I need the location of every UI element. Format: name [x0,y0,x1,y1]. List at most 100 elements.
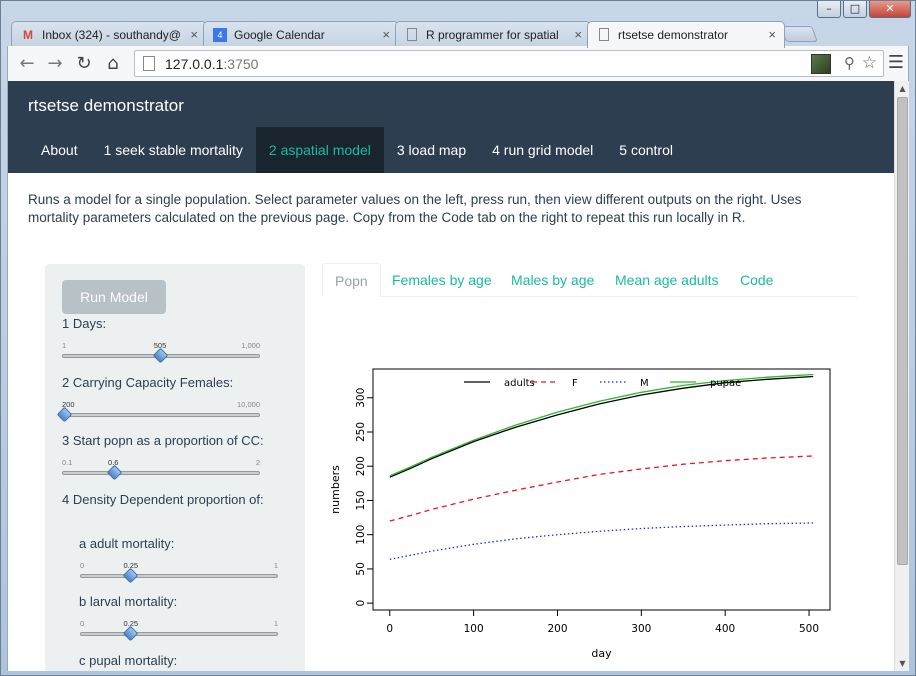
tab-popn[interactable]: Popn [322,263,381,297]
bookmark-star-icon[interactable]: ☆ [861,53,877,73]
slider-min: 0.1 [62,458,73,467]
slider-track[interactable] [62,413,260,417]
forward-arrow-icon[interactable]: → [47,53,63,74]
tab-females-by-age[interactable]: Females by age [392,272,492,288]
tab-males-by-age[interactable]: Males by age [511,272,595,288]
slider-value: 200 [62,400,75,409]
y-tick-label: 50 [355,562,367,575]
maximize-button[interactable]: □ [843,1,867,18]
nav-control[interactable]: 5 control [619,142,673,158]
capacity-slider[interactable]: 200 10,000 [56,400,260,426]
adult-mortality-slider[interactable]: 0 0.25 1 [80,561,278,587]
x-tick-label: 400 [715,623,735,635]
nav-run-grid-model[interactable]: 4 run grid model [492,142,594,158]
reload-icon[interactable]: ↻ [76,53,92,74]
slider-min: 0 [80,619,85,628]
pupal-mortality-label: c pupal mortality: [79,653,178,668]
output-tabs: Popn Females by age Males by age Mean ag… [322,263,857,297]
close-tab-icon[interactable]: × [574,27,582,42]
series-line-adults [389,375,814,478]
slider-max: 10,000 [237,400,260,409]
adult-mortality-label: a adult mortality: [79,536,175,551]
intro-text: Runs a model for a single population. Se… [28,192,802,225]
browser-tabstrip: M Inbox (324) - southandy@ × 4 Google Ca… [11,21,831,48]
back-arrow-icon[interactable]: ← [19,53,35,74]
larval-mortality-slider[interactable]: 0 0.25 1 [80,619,278,645]
slider-max: 1 [273,561,278,570]
app-brand[interactable]: rtsetse demonstrator [28,96,184,115]
url-text: 127.0.0.1:3750 [165,56,259,72]
series-line-f [389,455,814,522]
nav-aspatial-model[interactable]: 2 aspatial model [255,127,384,173]
start-popn-label: 3 Start popn as a proportion of CC: [62,433,264,448]
tab-label: R programmer for spatial [426,28,559,42]
gmail-icon: M [23,28,33,42]
slider-track[interactable] [80,632,278,636]
y-tick-label: 250 [355,422,367,442]
start-popn-slider[interactable]: 0.1 0.6 2 [62,458,260,484]
new-tab-button[interactable] [780,26,818,42]
home-icon[interactable]: ⌂ [107,53,119,74]
browser-tab-rtsetse[interactable]: rtsetse demonstrator × [587,21,785,48]
window-controls: – □ ✕ [817,1,911,18]
x-tick-label: 200 [547,623,567,635]
tab-mean-age-adults[interactable]: Mean age adults [615,272,719,288]
slider-handle[interactable] [152,347,169,364]
extension-icon[interactable] [811,54,831,74]
legend-label-pupae: pupae [710,378,741,389]
slider-max: 1 [273,619,278,628]
slider-handle[interactable] [122,567,138,584]
browser-tab-gmail[interactable]: M Inbox (324) - southandy@ × [11,21,207,47]
density-dependent-header: 4 Density Dependent proportion of: [62,492,264,507]
address-bar[interactable]: 127.0.0.1:3750 ⚲ ☆ [134,50,884,77]
slider-handle[interactable] [122,625,138,642]
close-tab-icon[interactable]: × [190,27,198,42]
slider-handle[interactable] [56,406,73,423]
slider-value: 0.6 [107,458,119,467]
parameter-panel: Run Model 1 Days: 1 505 1,000 2 Carrying… [45,264,305,671]
y-tick-label: 200 [355,456,367,476]
y-tick-label: 150 [355,490,367,510]
close-tab-icon[interactable]: × [768,27,776,42]
browser-tab-calendar[interactable]: 4 Google Calendar × [203,21,399,47]
y-tick-label: 300 [355,388,367,408]
nav-load-map[interactable]: 3 load map [396,142,467,158]
nav-about[interactable]: About [41,142,78,158]
y-axis-title: numbers [329,465,342,514]
browser-toolbar: ← → ↻ ⌂ 127.0.0.1:3750 ⚲ ☆ ☰ [7,46,909,81]
tab-code[interactable]: Code [740,272,774,288]
scrollbar-thumb[interactable] [897,97,908,565]
browser-menu-icon[interactable]: ☰ [887,52,904,73]
app-navbar: rtsetse demonstrator About 1 seek stable… [8,81,894,173]
nav-seek-stable-mortality[interactable]: 1 seek stable mortality [103,142,243,158]
slider-track[interactable] [80,574,278,578]
slider-handle[interactable] [106,464,123,481]
calendar-icon: 4 [213,28,227,42]
browser-tab-rprogrammer[interactable]: R programmer for spatial × [395,21,591,47]
days-slider[interactable]: 1 505 1,000 [62,341,260,367]
series-line-pupae [389,373,814,477]
legend-label-f: F [572,378,578,389]
vertical-scrollbar[interactable]: ▲ ▼ [894,81,909,671]
scroll-down-icon[interactable]: ▼ [899,659,906,668]
tab-label: Google Calendar [234,28,325,42]
x-tick-label: 300 [631,623,651,635]
population-chart: 0 100 200 300 400 500 0 50 100 150 200 250 300 day num… [329,368,831,660]
page-icon [143,56,155,71]
close-window-button[interactable]: ✕ [869,1,911,18]
slider-value: 0.25 [123,619,139,628]
run-model-button[interactable]: Run Model [62,280,166,314]
capacity-label: 2 Carrying Capacity Females: [62,375,234,390]
x-axis-title: day [591,647,612,660]
close-tab-icon[interactable]: × [382,27,390,42]
slider-track[interactable] [62,471,260,475]
zoom-icon[interactable]: ⚲ [844,54,855,72]
app-nav: About 1 seek stable mortality 2 aspatial… [28,127,686,173]
plot-frame [372,368,831,611]
y-tick-label: 0 [355,600,367,607]
minimize-button[interactable]: – [817,1,841,18]
slider-value: 0.25 [123,561,139,570]
slider-value: 505 [153,341,167,350]
scroll-up-icon[interactable]: ▲ [899,84,906,93]
